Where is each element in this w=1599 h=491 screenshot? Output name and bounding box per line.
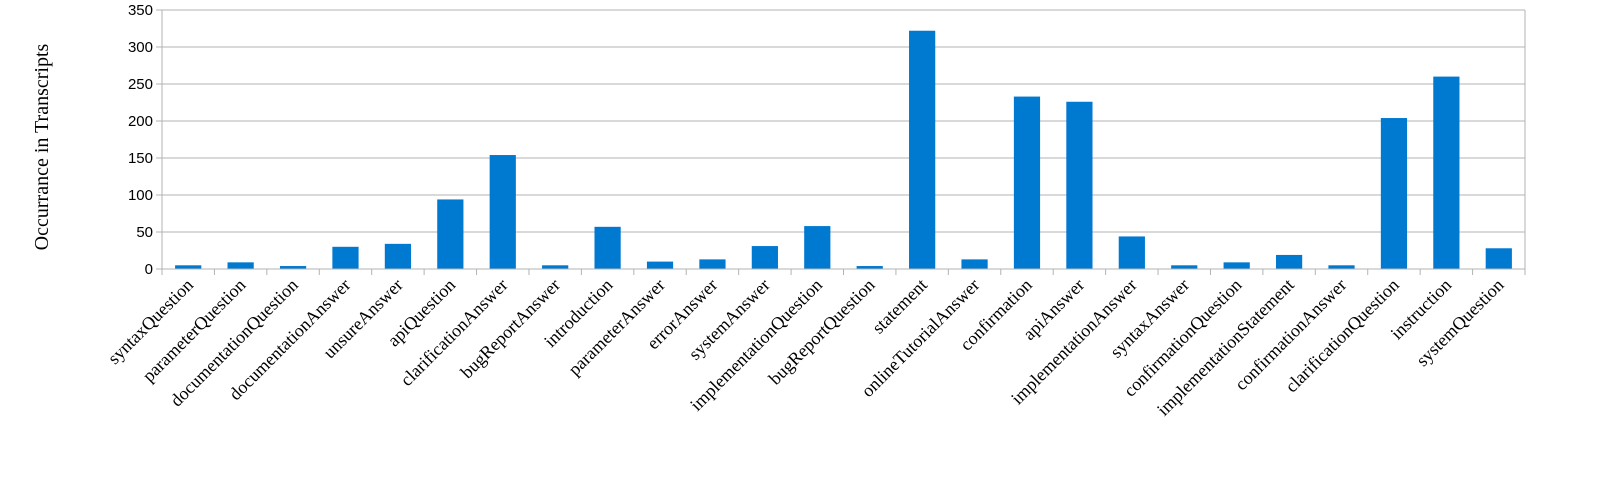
x-category-label: parameterAnswer: [564, 275, 669, 380]
bar: [1433, 76, 1460, 269]
bar: [1013, 96, 1041, 269]
bar: [1171, 265, 1198, 269]
bar: [961, 259, 988, 269]
y-tick-label: 50: [136, 224, 153, 241]
bar: [751, 246, 778, 269]
bar: [542, 265, 569, 269]
bar: [699, 259, 726, 269]
y-axis-title: Occurrance in Transcripts: [31, 43, 53, 250]
bar: [909, 30, 936, 269]
y-tick-label: 0: [145, 261, 153, 278]
bar: [489, 155, 516, 269]
y-tick-label: 350: [128, 2, 153, 19]
gridlines: [162, 9, 1525, 233]
bar: [332, 246, 359, 269]
y-axis-tick-labels: 0 50 100 150 200 250 300 350: [128, 2, 162, 278]
bars: [175, 30, 1512, 269]
axes: [161, 10, 1526, 270]
bar: [279, 266, 307, 269]
bar: [1328, 265, 1355, 269]
bar: [1275, 254, 1303, 269]
y-tick-label: 250: [128, 76, 153, 93]
bar: [1223, 262, 1250, 269]
bar: [1380, 118, 1408, 269]
x-axis-category-labels: syntaxQuestionparameterQuestiondocumenta…: [104, 269, 1526, 420]
bar: [804, 226, 831, 269]
bar: [646, 261, 674, 269]
y-tick-label: 150: [128, 150, 153, 167]
bar: [175, 265, 202, 269]
bar: [1066, 101, 1093, 269]
y-tick-label: 200: [128, 113, 153, 130]
bar: [384, 243, 412, 269]
y-tick-label: 300: [128, 39, 153, 56]
bar: [1485, 248, 1512, 269]
bar: [856, 266, 883, 269]
bar: [437, 199, 464, 269]
bar: [1118, 236, 1145, 269]
bar: [227, 262, 254, 269]
y-tick-label: 100: [128, 187, 153, 204]
bar: [594, 226, 621, 269]
